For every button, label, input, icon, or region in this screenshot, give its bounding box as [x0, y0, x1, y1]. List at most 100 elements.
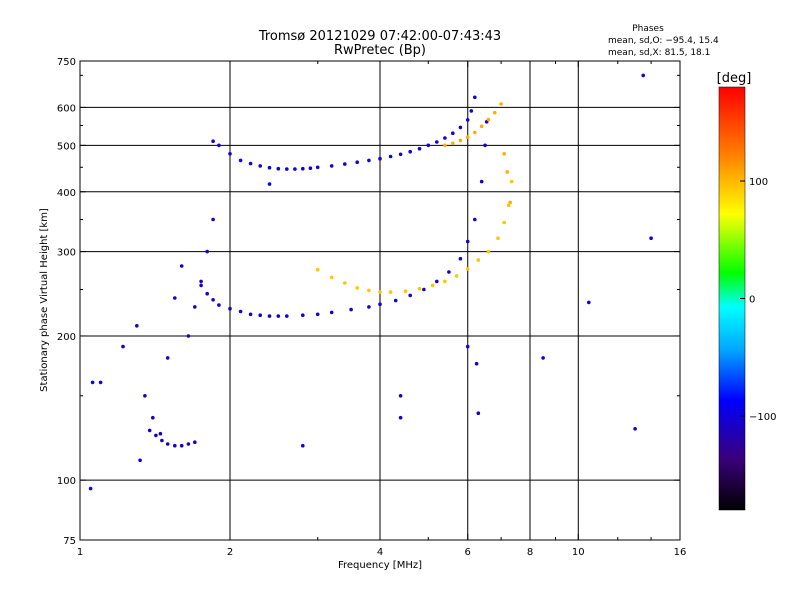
x-tick-label: 1 — [77, 547, 83, 558]
data-point — [90, 380, 95, 385]
data-point — [486, 117, 491, 122]
y-tick-label: 750 — [57, 57, 76, 68]
data-point — [315, 267, 320, 272]
data-point — [199, 279, 203, 284]
data-point — [179, 443, 184, 448]
data-point — [398, 394, 403, 398]
phase-stats-heading: Phases — [632, 24, 664, 34]
data-point — [329, 275, 334, 280]
data-point — [443, 136, 447, 140]
data-point — [285, 167, 289, 171]
data-point — [193, 440, 197, 445]
data-point — [633, 427, 637, 431]
data-point — [267, 314, 272, 318]
data-point — [398, 415, 403, 420]
x-tick-label: 16 — [674, 547, 687, 558]
data-point — [165, 442, 170, 446]
data-point — [641, 73, 645, 78]
data-point — [508, 200, 512, 205]
data-point — [393, 298, 398, 303]
y-tick-label: 75 — [63, 536, 76, 547]
data-point — [211, 217, 215, 222]
data-point — [505, 170, 510, 174]
data-point — [258, 164, 263, 168]
x-tick-label: 10 — [572, 547, 585, 558]
data-point — [486, 249, 491, 254]
data-point — [205, 291, 209, 296]
y-axis-label: Stationary phase Virtual Height [km] — [39, 208, 50, 392]
data-point — [451, 141, 455, 146]
data-point — [343, 281, 347, 285]
data-points — [88, 73, 653, 491]
data-point — [378, 302, 382, 307]
data-point — [217, 143, 221, 148]
data-point — [417, 286, 422, 291]
data-point — [408, 293, 413, 298]
data-point — [349, 307, 353, 312]
data-point — [267, 182, 272, 186]
data-point — [458, 125, 463, 130]
data-point — [98, 380, 103, 385]
data-point — [285, 314, 289, 318]
data-point — [367, 158, 371, 163]
data-point — [509, 179, 514, 184]
data-point — [315, 165, 320, 170]
colorbar-tick-label: −100 — [749, 412, 776, 423]
y-tick-label: 500 — [57, 141, 76, 152]
data-point — [121, 344, 125, 349]
data-point — [205, 249, 209, 254]
x-tick-label: 6 — [465, 547, 471, 558]
data-point — [165, 356, 170, 360]
data-point — [451, 131, 455, 135]
data-point — [248, 161, 253, 166]
data-point — [301, 166, 305, 171]
data-point — [301, 313, 305, 318]
data-point — [469, 109, 474, 113]
data-point — [458, 138, 463, 143]
x-tick-label: 4 — [377, 547, 383, 558]
data-point — [496, 236, 500, 240]
data-point — [211, 139, 215, 143]
data-point — [154, 433, 158, 438]
data-point — [493, 110, 497, 115]
data-point — [258, 313, 263, 318]
data-point — [417, 146, 422, 151]
data-point — [388, 154, 393, 159]
data-point — [211, 298, 215, 302]
data-point — [426, 143, 431, 148]
data-point — [228, 306, 232, 311]
data-point — [649, 236, 653, 240]
data-point — [403, 289, 408, 294]
data-point — [430, 283, 435, 288]
data-point — [465, 267, 470, 271]
data-point — [479, 124, 484, 129]
data-point — [355, 160, 360, 164]
data-point — [465, 135, 470, 139]
data-point — [228, 152, 232, 156]
data-point — [465, 344, 470, 349]
data-point — [138, 458, 142, 463]
data-point — [355, 286, 360, 290]
x-tick-label: 8 — [527, 547, 533, 558]
data-point — [186, 334, 191, 338]
data-point — [447, 270, 451, 274]
data-point — [248, 312, 253, 317]
data-point — [454, 274, 459, 278]
data-point — [465, 118, 470, 122]
chart-subtitle: RwPretec (Bp) — [334, 43, 426, 58]
data-point — [474, 361, 479, 366]
colorbar-ticks: 100 0 −100 — [740, 177, 776, 423]
data-point — [465, 239, 470, 244]
data-point — [506, 203, 511, 207]
x-axis-label: Frequency [MHz] — [338, 560, 422, 571]
colorbar-label: [deg] — [717, 71, 752, 86]
data-point — [293, 167, 297, 171]
data-point — [160, 438, 164, 443]
data-point — [308, 166, 313, 170]
data-point — [276, 314, 281, 318]
data-point — [479, 179, 484, 184]
data-point — [502, 220, 507, 225]
data-point — [499, 102, 503, 106]
data-point — [186, 442, 191, 446]
